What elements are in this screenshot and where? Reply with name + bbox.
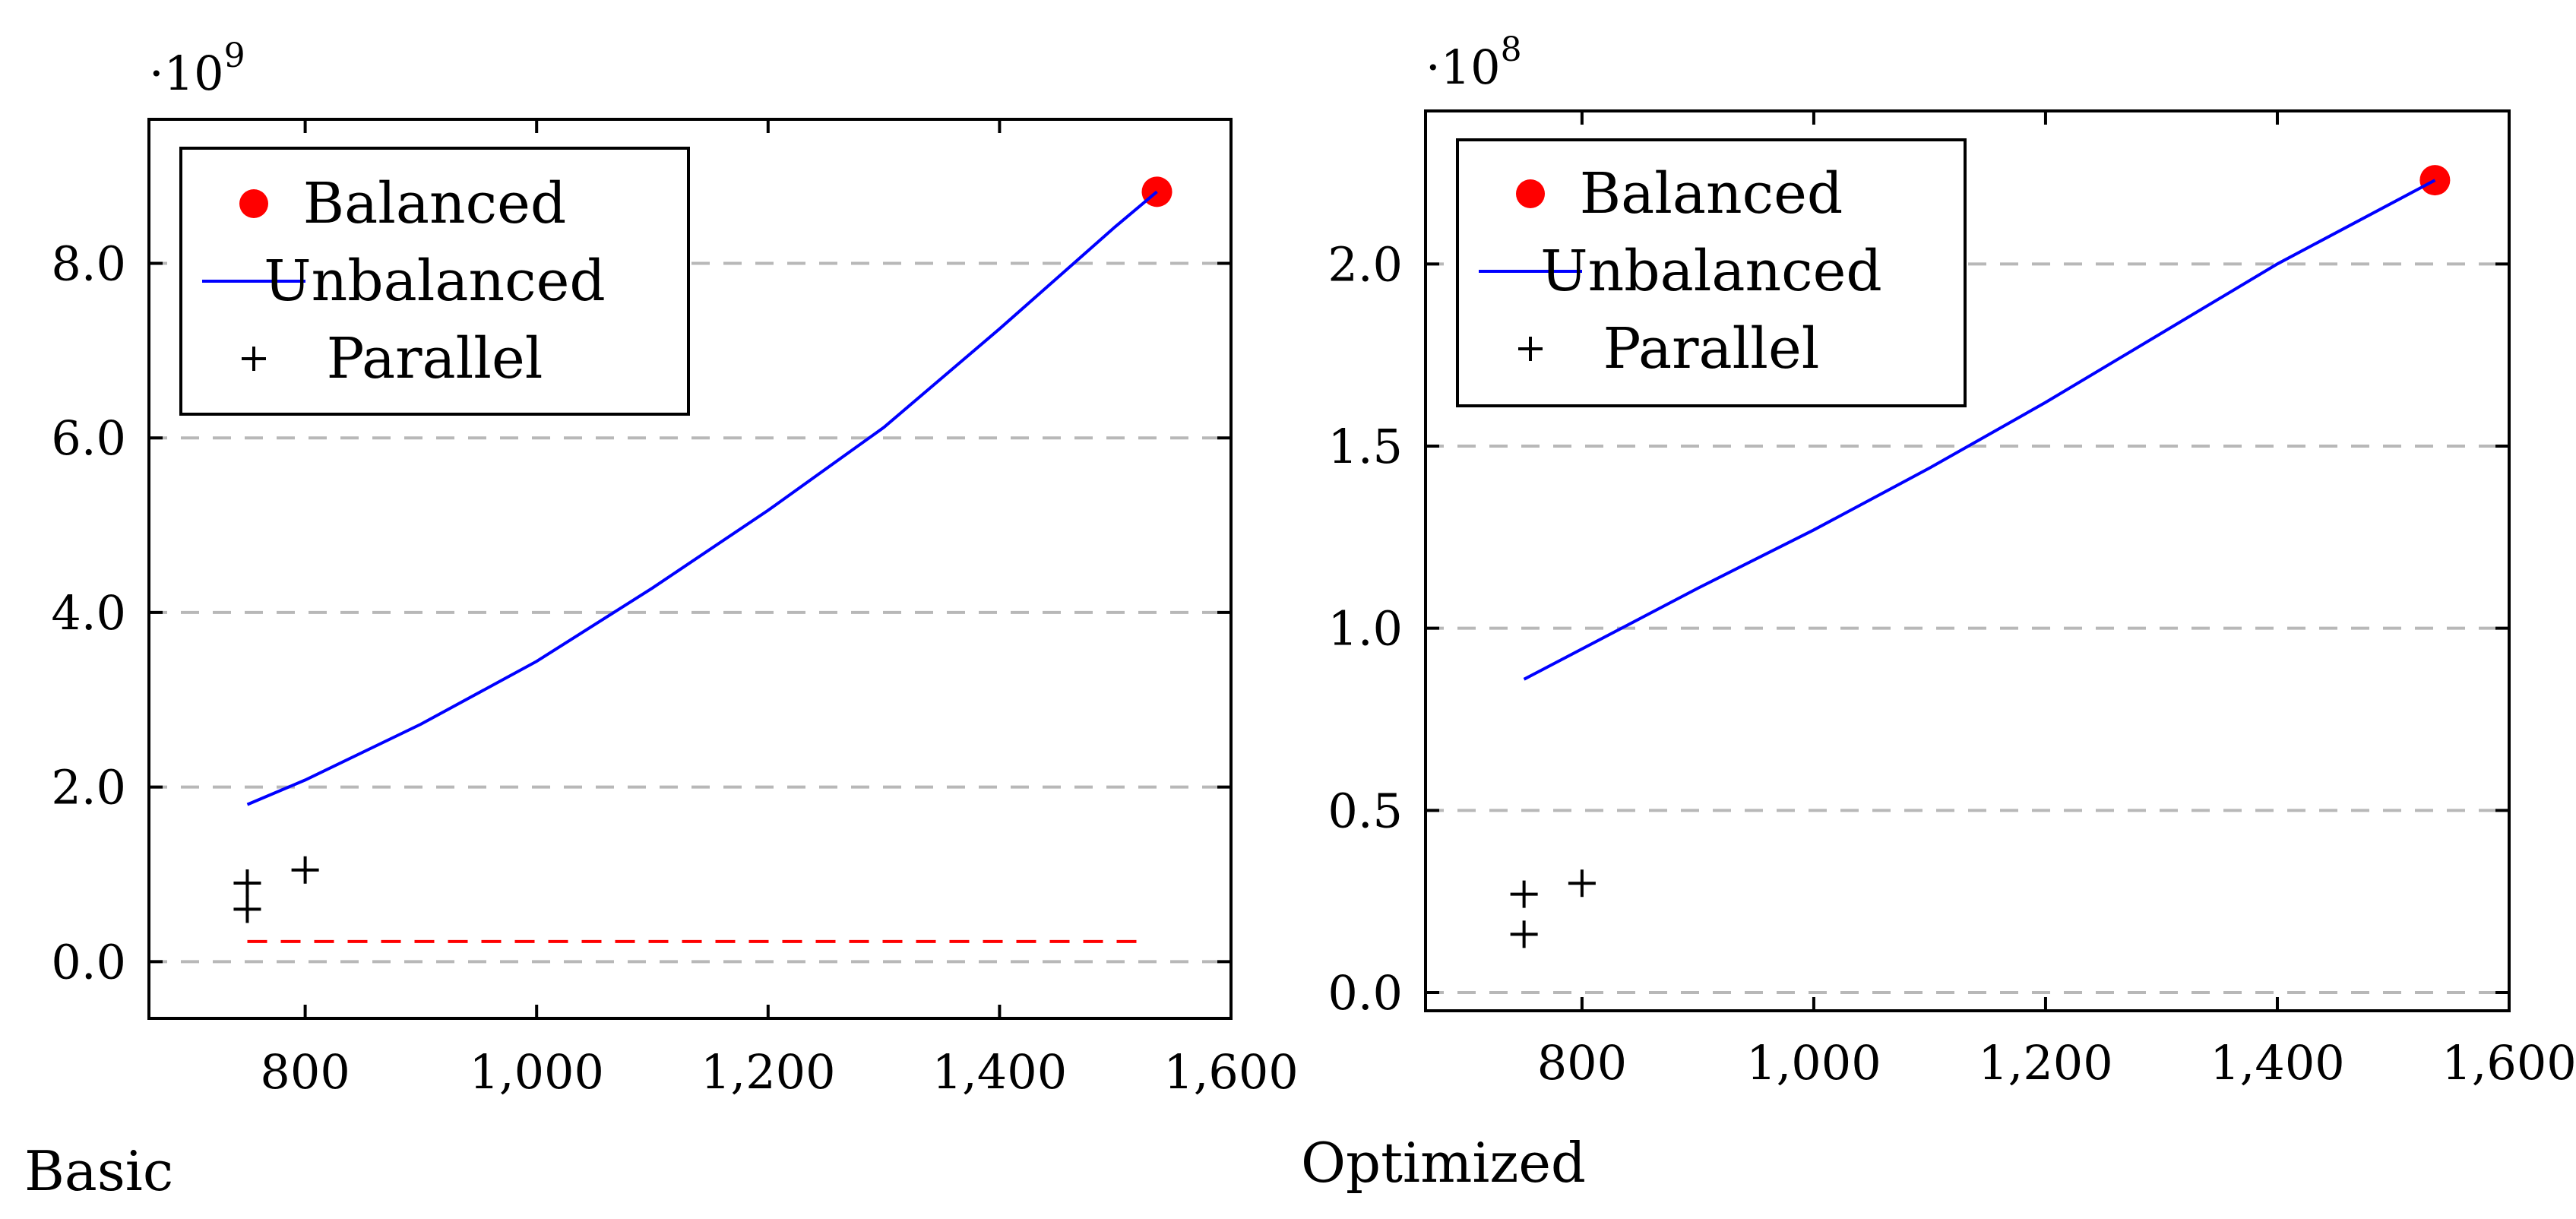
x-tick-label: 1,200 bbox=[1978, 1035, 2113, 1091]
y-tick-label: 0.0 bbox=[1328, 965, 1403, 1021]
multiplier-base: ·10 bbox=[1426, 40, 1501, 95]
parallel-point bbox=[1568, 869, 1596, 898]
plot-frame bbox=[147, 118, 1233, 1020]
y-axis-multiplier: ·109 bbox=[149, 36, 245, 101]
parallel-point bbox=[1510, 920, 1538, 948]
series-layer bbox=[233, 176, 1172, 943]
unbalanced-series-line bbox=[246, 190, 1158, 806]
legend-label-unbalanced: Unbalanced bbox=[264, 249, 606, 314]
legend-symbol-balanced bbox=[239, 189, 268, 218]
y-tick-label: 4.0 bbox=[51, 585, 126, 641]
parallel-point bbox=[291, 856, 319, 884]
series-layer bbox=[1510, 165, 2451, 948]
legend: Balanced Unbalanced Parallel bbox=[1456, 138, 1967, 407]
y-tick-label: 0.0 bbox=[51, 934, 126, 989]
x-tick-label: 800 bbox=[260, 1044, 350, 1100]
x-tick-label: 1,000 bbox=[469, 1044, 604, 1100]
legend-label-parallel: Parallel bbox=[1603, 316, 1820, 382]
x-tick-label: 1,600 bbox=[1163, 1044, 1299, 1100]
parallel-point bbox=[1510, 880, 1538, 908]
legend-label-unbalanced: Unbalanced bbox=[1540, 239, 1882, 304]
legend-label-balanced: Balanced bbox=[1580, 161, 1843, 226]
x-tick-label: 1,400 bbox=[932, 1044, 1068, 1100]
balanced-point bbox=[2419, 165, 2451, 196]
x-tick-label: 1,600 bbox=[2442, 1035, 2576, 1091]
legend: Balanced Unbalanced Parallel bbox=[179, 147, 690, 416]
x-tick-label: 1,200 bbox=[701, 1044, 836, 1100]
y-tick-label: 1.0 bbox=[1328, 601, 1403, 657]
panel-caption: Optimized bbox=[1301, 1131, 1586, 1195]
x-tick-label: 1,400 bbox=[2210, 1035, 2345, 1091]
legend-symbol-balanced bbox=[1516, 179, 1545, 208]
y-tick-label: 1.5 bbox=[1328, 419, 1403, 474]
y-axis-multiplier: ·108 bbox=[1426, 30, 1522, 95]
multiplier-base: ·10 bbox=[149, 46, 224, 101]
x-tick-label: 800 bbox=[1537, 1035, 1627, 1091]
legend-label-parallel: Parallel bbox=[327, 326, 543, 391]
y-tick-label: 8.0 bbox=[51, 236, 126, 292]
x-tick-label: 1,000 bbox=[1746, 1035, 1881, 1091]
y-tick-label: 6.0 bbox=[51, 410, 126, 466]
y-tick-label: 0.5 bbox=[1328, 783, 1403, 838]
unbalanced-series-line bbox=[1523, 179, 2436, 681]
panel-caption: Basic bbox=[24, 1139, 173, 1203]
multiplier-exponent: 8 bbox=[1501, 30, 1522, 69]
y-tick-label: 2.0 bbox=[1328, 236, 1403, 292]
y-tick-label: 2.0 bbox=[51, 760, 126, 815]
parallel-point bbox=[233, 895, 261, 923]
multiplier-exponent: 9 bbox=[224, 36, 245, 75]
chart-panel-2: 0.0 0.5 1.0 1.5 2.0 800 1,000 1,200 1,400 1,600 ·1… bbox=[1301, 30, 2576, 1195]
parallel-point bbox=[233, 869, 261, 897]
chart-panel-1: 0.0 2.0 4.0 6.0 8.0 800 1,000 1,200 1,400 1,600 ·1… bbox=[24, 36, 1299, 1203]
plot-frame bbox=[1424, 109, 2511, 1012]
legend-label-balanced: Balanced bbox=[303, 171, 567, 236]
